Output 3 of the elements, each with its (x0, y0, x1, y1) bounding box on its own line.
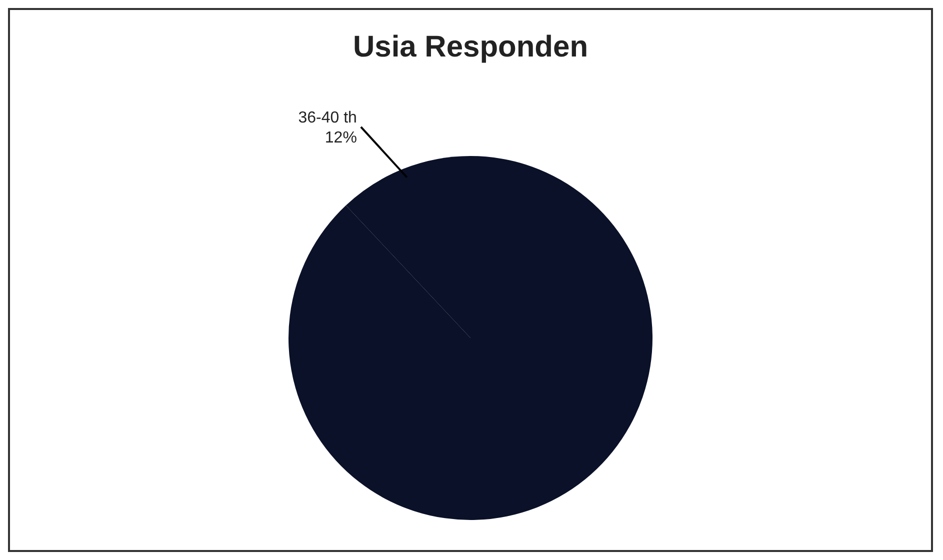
data-label: 12% (324, 129, 357, 146)
slice-label: 36-40 th (298, 109, 357, 126)
chart-title: Usia Responden (352, 30, 588, 64)
